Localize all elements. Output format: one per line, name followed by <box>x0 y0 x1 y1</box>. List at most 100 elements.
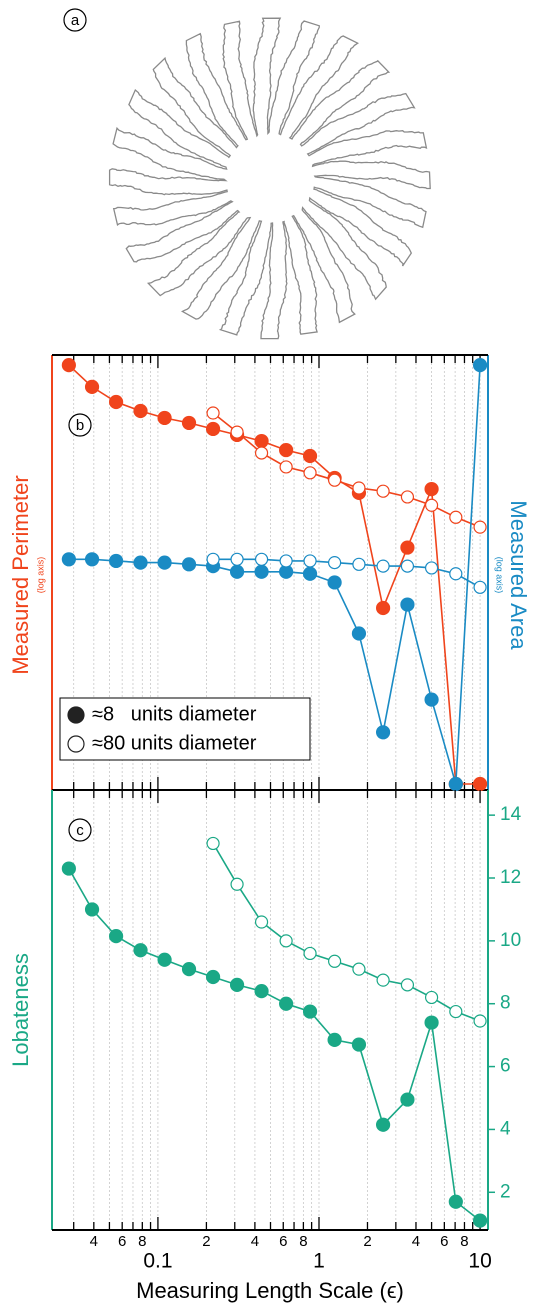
data-point <box>352 962 366 976</box>
x-tick-minor-label: 6 <box>279 1233 287 1250</box>
data-point <box>133 403 148 419</box>
data-point <box>181 557 197 572</box>
series-line <box>212 412 481 528</box>
data-point <box>230 552 244 566</box>
panel-label-circle <box>68 413 92 437</box>
data-point <box>328 473 342 487</box>
data-point <box>84 552 100 567</box>
legend-marker <box>67 735 85 753</box>
data-point <box>400 1092 415 1107</box>
panel-label-circle <box>68 818 92 842</box>
y-tick-label: 14 <box>500 804 522 825</box>
x-tick-minor-label: 4 <box>90 1233 98 1250</box>
data-point <box>206 552 220 566</box>
data-point <box>279 460 293 474</box>
data-point <box>61 358 76 373</box>
x-tick-minor-label: 2 <box>202 1233 210 1250</box>
y-tick-label: 8 <box>500 993 511 1014</box>
data-point <box>327 1032 342 1047</box>
data-point <box>133 555 148 570</box>
data-point <box>400 540 415 555</box>
data-point <box>84 379 100 394</box>
data-point <box>230 877 244 891</box>
data-point <box>61 861 76 876</box>
data-point <box>303 466 317 480</box>
y-axis-note: (log axis) <box>35 557 45 594</box>
legend-box <box>59 697 311 761</box>
data-point <box>448 776 463 792</box>
data-point <box>375 600 391 616</box>
x-tick-minor-label: 8 <box>299 1233 307 1250</box>
data-point <box>302 566 318 581</box>
y-tick-label: 12 <box>500 867 521 888</box>
x-axis-label: Measuring Length Scale (ϵ) <box>136 1278 404 1303</box>
y-tick-label: 4 <box>500 1118 511 1139</box>
lobed-shape <box>108 17 431 340</box>
data-point <box>376 484 390 498</box>
series-line <box>68 868 481 1222</box>
data-point <box>254 915 269 929</box>
data-point <box>229 977 245 992</box>
data-point <box>327 575 342 590</box>
data-point <box>157 555 172 570</box>
data-point <box>449 567 463 581</box>
data-point <box>206 406 220 420</box>
y-axis-label: Measured Perimeter <box>8 475 33 674</box>
data-point <box>400 559 415 573</box>
data-point <box>351 626 367 641</box>
data-point <box>254 564 269 579</box>
y-tick-label: 10 <box>500 930 521 951</box>
x-tick-minor-label: 4 <box>412 1233 420 1250</box>
x-tick-minor-label: 6 <box>440 1233 448 1250</box>
data-point <box>473 1014 487 1028</box>
data-point <box>205 969 221 985</box>
data-point <box>448 1194 463 1209</box>
legend-label: ≈80 units diameter <box>92 732 257 754</box>
data-point <box>449 1004 463 1019</box>
data-point <box>279 554 293 568</box>
data-point <box>206 836 220 851</box>
x-tick-minor-label: 8 <box>138 1233 146 1250</box>
panel-label: c <box>76 822 84 839</box>
x-tick-label: 0.1 <box>143 1250 172 1273</box>
legend-marker <box>67 706 85 724</box>
y-tick-label: 6 <box>500 1056 511 1077</box>
data-point <box>472 776 488 792</box>
data-point <box>302 448 318 464</box>
x-tick-minor-label: 8 <box>460 1233 468 1250</box>
legend-label: ≈8 units diameter <box>92 703 257 725</box>
data-point <box>424 481 439 497</box>
data-point <box>230 425 244 439</box>
x-tick-minor-label: 4 <box>251 1233 259 1250</box>
data-point <box>473 580 487 594</box>
data-point <box>303 946 317 961</box>
data-point <box>133 943 148 958</box>
y-tick-label: 2 <box>500 1181 511 1202</box>
panel-label: b <box>76 417 84 434</box>
data-point <box>376 559 390 573</box>
data-point <box>352 481 366 495</box>
data-point <box>473 520 487 534</box>
data-point <box>108 553 124 569</box>
data-point <box>279 996 294 1011</box>
data-point <box>424 561 439 575</box>
data-point <box>279 934 293 948</box>
data-point <box>205 421 221 437</box>
y2-axis-label: Measured Area <box>506 500 531 650</box>
data-point <box>472 358 488 373</box>
data-point <box>375 725 391 740</box>
data-point <box>424 1015 439 1030</box>
data-point <box>328 556 342 570</box>
data-point <box>303 554 317 568</box>
data-point <box>400 597 415 612</box>
data-point <box>157 410 172 426</box>
x-tick-minor-label: 6 <box>118 1233 126 1250</box>
data-point <box>472 1213 488 1228</box>
data-point <box>108 929 124 944</box>
lobed-outline <box>108 17 431 340</box>
x-tick-minor-label: 2 <box>363 1233 371 1250</box>
x-tick-label: 1 <box>313 1250 325 1273</box>
data-point <box>424 692 439 707</box>
data-point <box>424 990 439 1005</box>
